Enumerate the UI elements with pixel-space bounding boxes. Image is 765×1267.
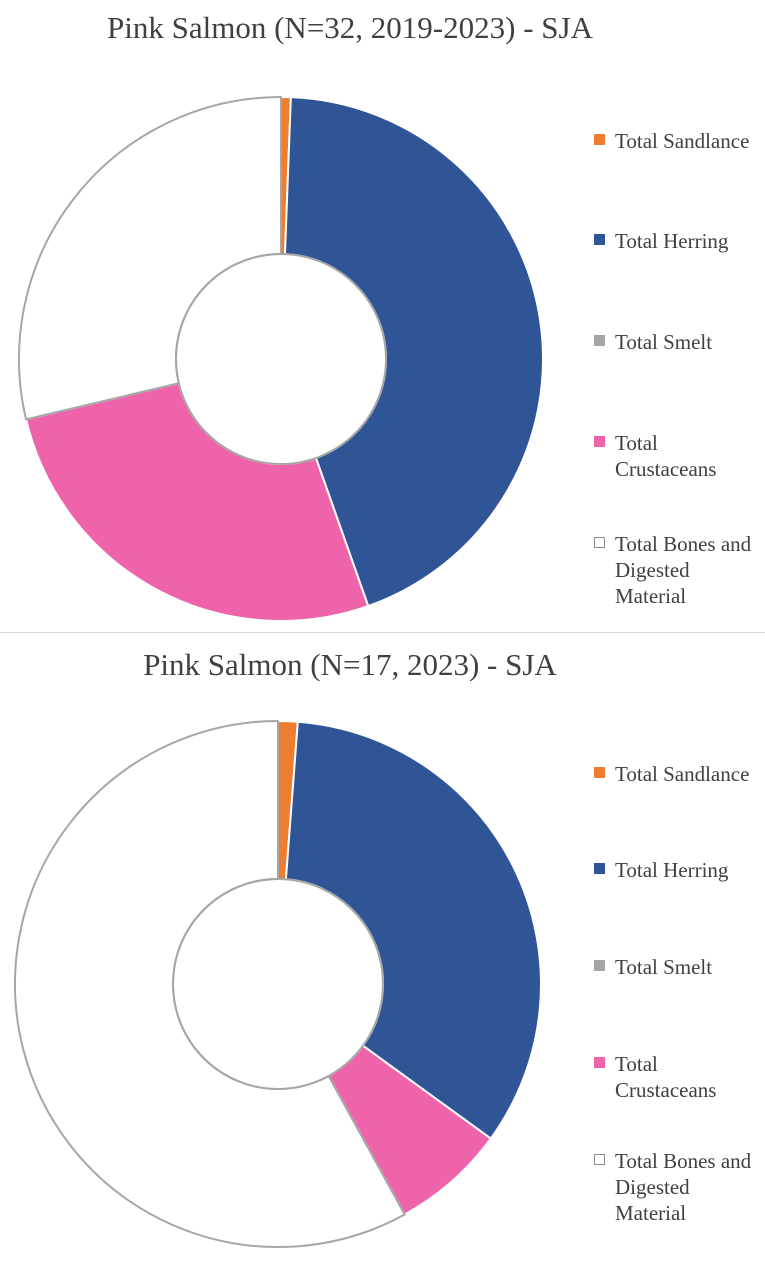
legend-label: Total Bones and Digested Material [615,1149,752,1225]
legend-swatch [594,1057,605,1068]
legend-swatch [594,960,605,971]
donut-plot [14,720,542,1248]
divider [0,632,765,633]
legend-label: Total Sandlance [615,762,750,786]
chart-title: Pink Salmon (N=32, 2019-2023) - SJA [107,10,593,45]
donut-slice-herring [284,720,542,1140]
legend-label: Total Herring [615,858,729,882]
legend-swatch [594,436,605,447]
donut-plot [18,96,545,622]
legend-label: Total Herring [615,229,729,253]
legend-label: Total Bones and Digested Material [615,532,752,608]
legend-label: Total Smelt [615,955,713,979]
donut-hole-outline [175,253,387,465]
legend-label: Total Crustaceans [615,1052,717,1102]
donut-chart-2023: Pink Salmon (N=17, 2023) - SJA Total San… [0,633,765,1267]
legend-swatch [594,537,605,548]
legend-label: Total Sandlance [615,129,750,153]
donut-slice-crustaceans [25,382,370,622]
legend-swatch [594,863,605,874]
legend-label: Total Crustaceans [615,431,717,481]
legend-swatch [594,1154,605,1165]
donut-chart-2019-2023: Pink Salmon (N=32, 2019-2023) - SJA Tota… [0,0,765,632]
legend-swatch [594,767,605,778]
legend-label: Total Smelt [615,330,713,354]
legend-swatch [594,234,605,245]
legend-swatch [594,134,605,145]
donut-hole-outline [172,878,384,1090]
legend-swatch [594,335,605,346]
chart-title: Pink Salmon (N=17, 2023) - SJA [143,647,557,682]
donut-slice-bones [18,96,282,421]
